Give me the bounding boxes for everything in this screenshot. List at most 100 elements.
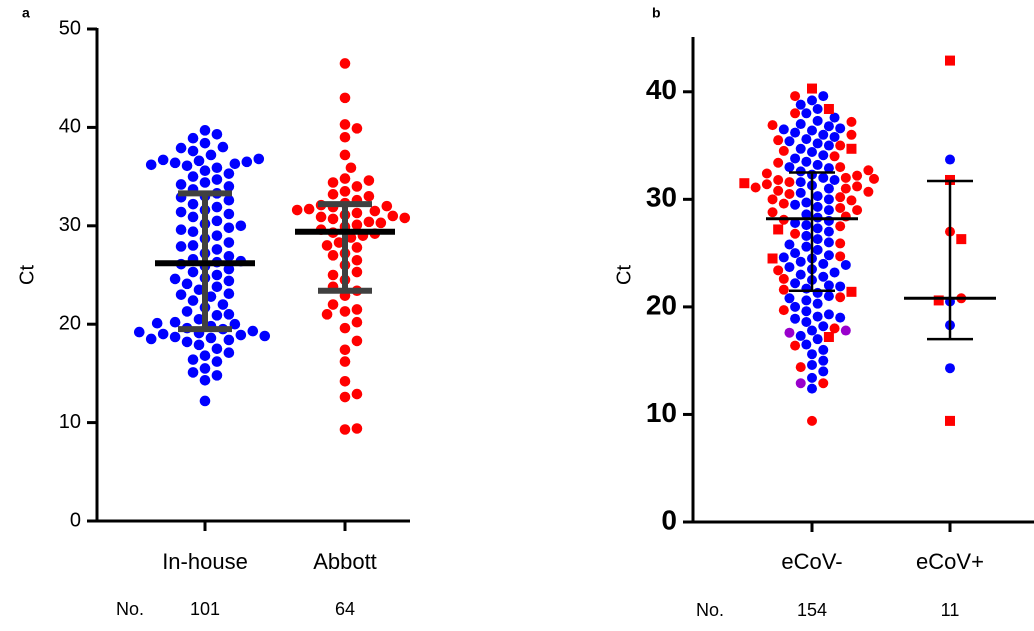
point [784,177,795,188]
point [157,328,169,340]
point [229,158,241,170]
point [351,181,363,192]
point [235,329,247,341]
point [399,212,411,224]
x-tick-label: In-house [162,549,248,574]
point [795,256,806,267]
point [327,299,339,310]
point [795,187,806,198]
point [801,306,812,317]
point [846,116,857,127]
point [351,423,363,434]
point [175,179,187,190]
square-point [945,415,955,426]
point [321,309,333,320]
panel-label: b [652,5,661,21]
point [945,363,955,374]
point [339,149,351,161]
point [818,150,829,161]
point [852,181,863,192]
point [801,197,812,208]
point [193,313,205,325]
point [327,269,339,281]
point [205,332,217,344]
point [199,374,211,386]
point [801,241,812,252]
y-axis-label: Ct [16,265,38,285]
point [211,310,223,321]
point [823,183,834,194]
point [807,325,817,336]
point [812,334,823,345]
point [767,194,778,205]
point [829,323,840,334]
point [175,241,187,252]
point [852,170,863,181]
point [351,219,363,231]
point [801,209,812,220]
point [790,127,801,138]
point [145,333,157,345]
count-value: 11 [941,600,960,620]
point [187,171,199,182]
point [778,124,789,135]
square-point [773,224,784,235]
point [818,321,829,332]
point [175,224,187,236]
point [351,335,363,347]
point [773,265,784,276]
point [339,306,351,317]
point [169,316,181,328]
point [823,226,834,237]
point [211,230,223,241]
point [801,295,812,306]
point [784,239,795,250]
point [835,221,846,232]
point [351,304,363,315]
point [241,156,253,168]
point [818,172,829,183]
point [812,298,823,309]
point [199,350,211,361]
point [818,366,829,377]
point [339,424,351,435]
point [801,134,812,145]
point [223,194,235,206]
point [211,201,223,213]
point [229,318,241,330]
point [327,189,339,200]
point [801,339,812,350]
point [169,331,181,343]
point [211,343,223,355]
point [169,273,181,285]
square-point [823,332,834,343]
point [784,262,795,273]
point [369,205,381,217]
point [339,58,351,69]
point [133,326,145,338]
point [351,207,363,219]
y-tick-label: 50 [59,17,81,39]
point [790,108,801,119]
point [351,316,363,328]
point [773,135,784,146]
point [175,206,187,218]
point [840,325,851,336]
point [339,375,351,387]
point [835,202,846,213]
point [761,168,772,179]
point [835,192,846,203]
point [829,131,840,142]
point [253,153,265,165]
point [807,372,817,383]
point [363,175,375,186]
point [327,250,339,261]
point [217,141,229,153]
point [790,301,801,312]
point [818,378,829,389]
point [223,251,235,262]
y-tick-label: 40 [646,74,677,105]
point [327,177,339,188]
point [818,91,829,102]
